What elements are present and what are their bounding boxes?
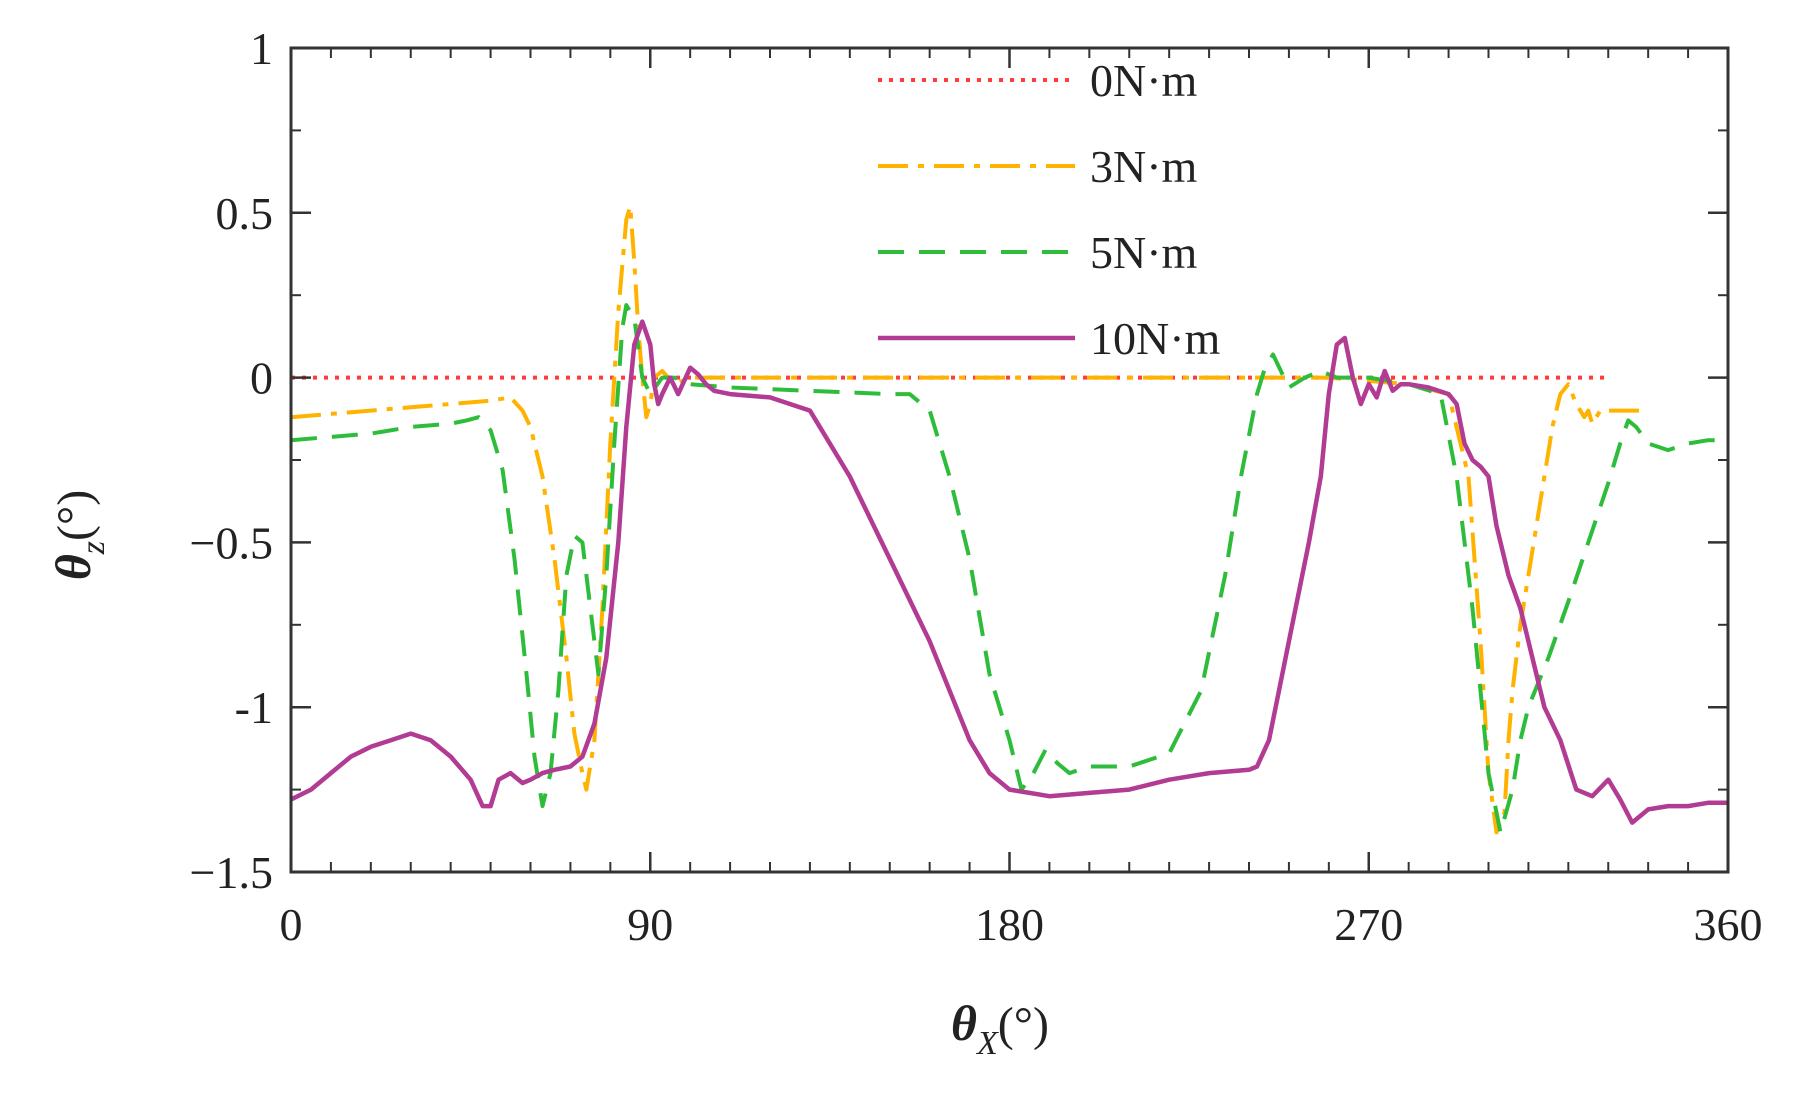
x-tick-label: 360 <box>1694 899 1763 950</box>
ticks: 0 90 180 270 360 1 0.5 0 −0.5 -1 −1.5 <box>190 23 1763 950</box>
x-tick-label: 180 <box>975 899 1044 950</box>
y-tick-label: −1.5 <box>190 847 273 898</box>
legend: 0N·m 3N·m 5N·m 10N·m <box>878 55 1221 364</box>
legend-label-3: 10N·m <box>1090 313 1221 364</box>
legend-label-1: 3N·m <box>1090 141 1198 192</box>
series-line-1 <box>290 204 1649 835</box>
x-tick-label: 90 <box>627 899 673 950</box>
y-axis-label: θz(°) <box>45 490 112 580</box>
y-tick-label: 0 <box>250 353 273 404</box>
x-tick-label: 270 <box>1334 899 1403 950</box>
x-tick-label: 0 <box>280 899 303 950</box>
y-tick-label: 1 <box>250 23 273 74</box>
series-line-3 <box>290 319 1728 825</box>
legend-label-2: 5N·m <box>1090 227 1198 278</box>
legend-label-0: 0N·m <box>1090 55 1198 106</box>
series-layer <box>290 204 1728 835</box>
series-line-2 <box>290 303 1728 835</box>
y-tick-label: −0.5 <box>190 517 273 568</box>
y-tick-label: 0.5 <box>216 188 274 239</box>
y-tick-label: -1 <box>235 682 273 733</box>
x-axis-label: θX(°) <box>951 995 1049 1062</box>
